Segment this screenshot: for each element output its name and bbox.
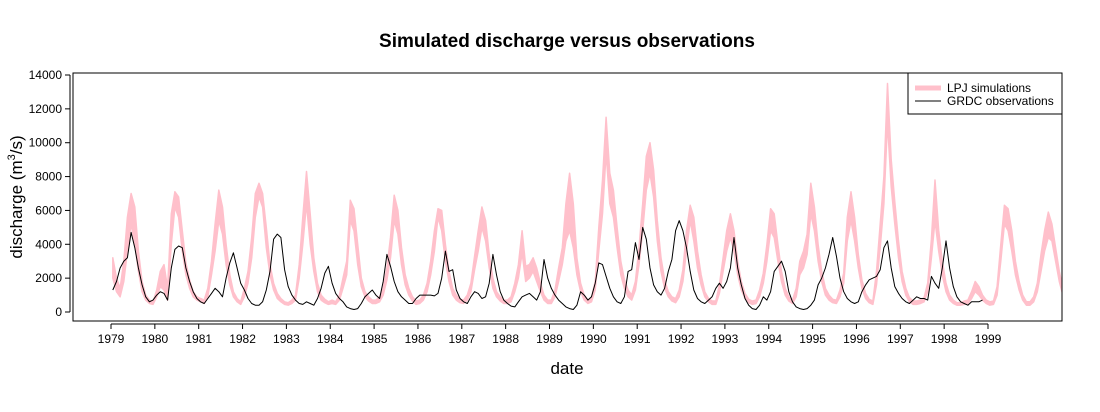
x-tick-label: 1986	[405, 332, 432, 346]
x-tick-label: 1979	[98, 332, 125, 346]
series-layer	[112, 82, 1062, 310]
y-tick-label: 6000	[35, 203, 62, 217]
series-grdc-observations-line	[112, 220, 983, 310]
y-tick-label: 14000	[29, 68, 63, 82]
x-tick-label: 1987	[448, 332, 475, 346]
x-tick-label: 1994	[755, 332, 782, 346]
chart-title: Simulated discharge versus observations	[379, 31, 755, 52]
x-tick-label: 1998	[931, 332, 958, 346]
x-tick-label: 1995	[799, 332, 826, 346]
legend-label-simulations: LPJ simulations	[947, 81, 1031, 95]
y-axis-label-main: discharge (m	[7, 160, 26, 258]
y-tick-label: 12000	[29, 102, 63, 116]
x-tick-label: 1996	[843, 332, 870, 346]
x-axis-label: date	[550, 359, 583, 378]
x-tick-label: 1999	[975, 332, 1002, 346]
x-tick-label: 1982	[229, 332, 256, 346]
y-axis-label-suffix: /s)	[7, 135, 26, 154]
legend: LPJ simulations GRDC observations	[907, 72, 1063, 115]
y-axis-label: discharge (m3/s)	[6, 135, 26, 258]
x-tick-label: 1993	[712, 332, 739, 346]
y-tick-label: 4000	[35, 237, 62, 251]
y-tick-label: 2000	[35, 271, 62, 285]
x-tick-label: 1990	[580, 332, 607, 346]
x-tick-label: 1983	[273, 332, 300, 346]
x-tick-label: 1980	[141, 332, 168, 346]
x-tick-label: 1991	[624, 332, 651, 346]
legend-box	[907, 72, 1063, 115]
x-tick-label: 1988	[492, 332, 519, 346]
y-tick-label: 0	[55, 305, 62, 319]
x-tick-label: 1989	[536, 332, 563, 346]
x-tick-label: 1981	[185, 332, 212, 346]
series-lpj-simulations-band	[112, 82, 1062, 306]
x-tick-label: 1984	[317, 332, 344, 346]
legend-label-observations: GRDC observations	[947, 94, 1054, 108]
x-tick-label: 1985	[361, 332, 388, 346]
x-tick-label: 1997	[887, 332, 914, 346]
y-axis: 0 2000 4000 6000 8000 10000 12000 14000	[29, 68, 71, 319]
y-tick-label: 8000	[35, 170, 62, 184]
x-tick-label: 1992	[668, 332, 695, 346]
y-tick-label: 10000	[29, 136, 63, 150]
x-axis: 1979 1980 1981 1982 1983 1984 1985 1986 1987 1988…	[98, 323, 1002, 346]
y-axis-label-superscript: 3	[6, 154, 18, 160]
plot-frame	[72, 72, 1063, 322]
